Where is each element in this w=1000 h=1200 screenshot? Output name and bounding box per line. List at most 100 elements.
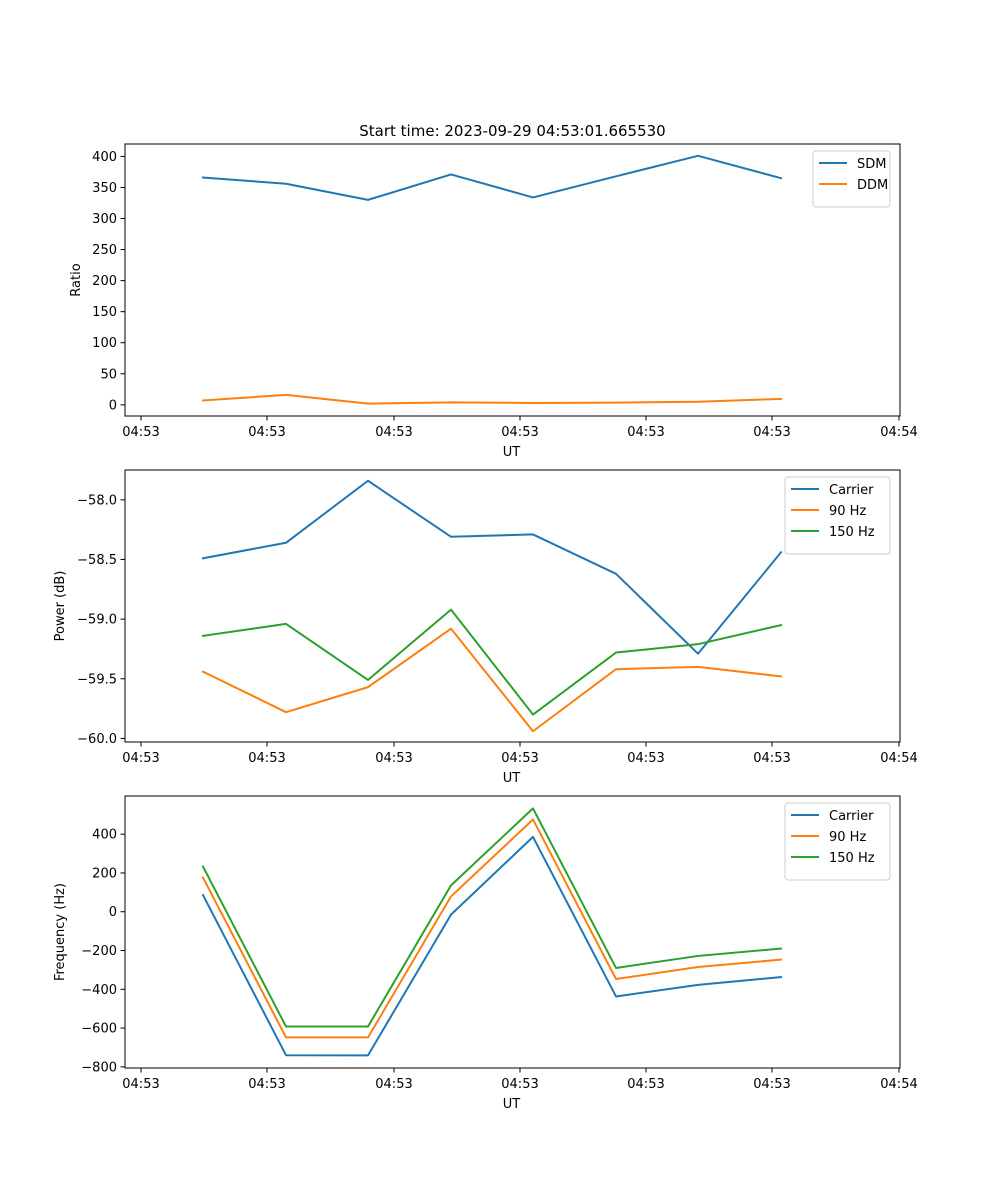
legend: Carrier 90 Hz 150 Hz <box>784 476 891 555</box>
y-tick-label: 400 <box>92 150 117 165</box>
x-tick: 04:53 <box>375 416 413 440</box>
x-tick-label: 04:53 <box>375 751 412 766</box>
x-tick-label: 04:53 <box>375 1077 412 1092</box>
x-tick-label: 04:53 <box>501 751 538 766</box>
x-tick: 04:53 <box>753 1068 791 1092</box>
y-tick: 50 <box>100 367 125 382</box>
y-axis-label: Ratio <box>69 263 84 296</box>
y-tick-label: 0 <box>109 905 117 920</box>
x-tick: 04:53 <box>753 742 791 766</box>
x-tick: 04:53 <box>501 416 539 440</box>
x-tick-label: 04:53 <box>248 1077 285 1092</box>
x-tick-label: 04:54 <box>880 425 917 440</box>
legend-box <box>784 802 891 881</box>
x-tick-label: 04:53 <box>627 1077 664 1092</box>
legend: Carrier 90 Hz 150 Hz <box>784 802 891 881</box>
y-tick: 200 <box>92 274 125 289</box>
series-line-150-hz <box>201 608 783 716</box>
x-tick-label: 04:53 <box>627 751 664 766</box>
y-tick: 400 <box>92 828 125 843</box>
y-tick: 350 <box>92 181 125 196</box>
x-tick: 04:53 <box>375 742 413 766</box>
x-tick: 04:53 <box>627 1068 665 1092</box>
x-tick: 04:54 <box>880 742 918 766</box>
y-axis-label: Power (dB) <box>53 571 68 642</box>
chart-panel-2: 04:53 04:53 04:53 04:53 04:53 04:53 04:54 −60.0… <box>53 469 918 786</box>
y-tick: 300 <box>92 212 125 227</box>
x-tick-label: 04:53 <box>501 425 538 440</box>
y-tick: −600 <box>81 1022 125 1037</box>
y-tick: 100 <box>92 336 125 351</box>
x-tick-label: 04:53 <box>753 751 790 766</box>
y-tick: −800 <box>81 1060 125 1075</box>
x-axis-label: UT <box>503 445 521 460</box>
y-tick: 200 <box>92 866 125 881</box>
series-line-ddm <box>201 393 783 405</box>
x-tick: 04:53 <box>122 1068 160 1092</box>
y-tick: −58.0 <box>77 493 125 508</box>
y-tick: 150 <box>92 305 125 320</box>
chart-title: Start time: 2023-09-29 04:53:01.665530 <box>359 122 665 140</box>
series-line-150-hz <box>201 807 783 1028</box>
y-tick: −59.5 <box>77 672 125 687</box>
y-tick-label: 400 <box>92 828 117 843</box>
series-line-90-hz <box>201 818 783 1039</box>
x-tick: 04:54 <box>880 416 918 440</box>
legend-label: 90 Hz <box>829 504 866 519</box>
x-tick: 04:53 <box>627 416 665 440</box>
y-tick: 0 <box>109 905 125 920</box>
legend-box <box>812 150 891 208</box>
series-line-carrier <box>201 835 783 1057</box>
legend: SDM DDM <box>812 150 891 208</box>
y-tick: 0 <box>109 398 125 413</box>
x-tick-label: 04:53 <box>248 751 285 766</box>
y-tick-label: 250 <box>92 243 117 258</box>
y-tick-label: −400 <box>81 983 117 998</box>
y-tick-label: 100 <box>92 336 117 351</box>
x-tick-label: 04:53 <box>122 1077 159 1092</box>
y-tick: −59.0 <box>77 613 125 628</box>
x-axis-label: UT <box>503 771 521 786</box>
y-tick-label: −58.0 <box>77 493 117 508</box>
x-tick-label: 04:53 <box>753 425 790 440</box>
legend-label: DDM <box>857 178 888 193</box>
legend-label: 150 Hz <box>829 851 875 866</box>
y-tick-label: −59.0 <box>77 613 117 628</box>
x-tick-label: 04:53 <box>753 1077 790 1092</box>
y-tick-label: −58.5 <box>77 553 117 568</box>
x-tick-label: 04:53 <box>122 751 159 766</box>
x-axis-label: UT <box>503 1097 521 1112</box>
y-tick-label: 200 <box>92 866 117 881</box>
y-tick-label: −200 <box>81 944 117 959</box>
y-tick-label: 0 <box>109 398 117 413</box>
legend-label: 150 Hz <box>829 525 875 540</box>
axes-frame <box>124 795 901 1069</box>
x-tick: 04:53 <box>122 742 160 766</box>
x-tick-label: 04:54 <box>880 751 917 766</box>
legend-label: SDM <box>857 157 886 172</box>
y-tick-label: −60.0 <box>77 732 117 747</box>
y-tick-label: −59.5 <box>77 672 117 687</box>
y-tick-label: 150 <box>92 305 117 320</box>
y-tick: 400 <box>92 150 125 165</box>
x-tick: 04:53 <box>627 742 665 766</box>
y-tick: 250 <box>92 243 125 258</box>
x-tick: 04:53 <box>753 416 791 440</box>
chart-panel-1: Start time: 2023-09-29 04:53:01.66553004… <box>69 122 918 460</box>
y-tick: −58.5 <box>77 553 125 568</box>
y-tick-label: 200 <box>92 274 117 289</box>
y-tick: −400 <box>81 983 125 998</box>
series-line-90-hz <box>201 627 783 733</box>
y-tick-label: 50 <box>100 367 117 382</box>
x-tick: 04:53 <box>375 1068 413 1092</box>
x-tick-label: 04:53 <box>627 425 664 440</box>
x-tick-label: 04:53 <box>248 425 285 440</box>
legend-label: 90 Hz <box>829 830 866 845</box>
axes-frame <box>124 143 901 417</box>
y-tick: −60.0 <box>77 732 125 747</box>
series-line-sdm <box>201 154 783 201</box>
x-tick-label: 04:53 <box>122 425 159 440</box>
y-tick-label: −600 <box>81 1022 117 1037</box>
legend-label: Carrier <box>829 483 874 498</box>
